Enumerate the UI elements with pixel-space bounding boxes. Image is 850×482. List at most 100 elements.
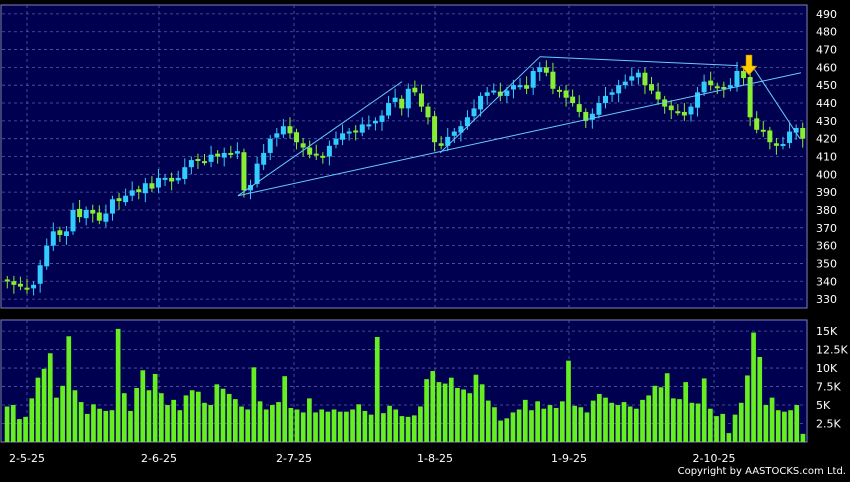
candle-body: [109, 199, 115, 214]
candle-body: [254, 163, 260, 184]
candle-body: [695, 92, 701, 108]
trendlines: [237, 56, 802, 197]
candle-body: [721, 86, 727, 89]
candle-body: [760, 129, 766, 132]
volume-bar: [738, 402, 744, 442]
candle-body: [221, 152, 227, 158]
volume-bar: [10, 405, 16, 442]
volume-bar: [578, 407, 584, 442]
volume-bar: [757, 356, 763, 442]
volume-bar: [634, 408, 639, 442]
x-tick-label: 2-10-25: [693, 452, 736, 465]
volume-bar: [387, 405, 392, 442]
candle-body: [504, 90, 510, 96]
trendline: [539, 56, 739, 67]
volume-bar: [430, 371, 436, 442]
volume-bar: [405, 416, 411, 442]
candle-body: [681, 111, 687, 116]
candle-body: [280, 126, 286, 135]
candle-body: [169, 177, 175, 182]
volume-bar: [350, 409, 355, 442]
volume-y-axis: 15K 12.5K 10K 7.5K 5K 2.5K: [816, 325, 848, 430]
candle-body: [392, 97, 398, 102]
down-arrow-icon: [740, 54, 758, 76]
candle-body: [773, 143, 779, 146]
candle-body: [359, 124, 365, 133]
price-tick-label: 440: [816, 97, 837, 110]
volume-bar: [671, 398, 676, 442]
volume-bar: [652, 385, 658, 442]
candle-body: [754, 118, 760, 130]
price-tick-label: 470: [816, 44, 837, 57]
volume-bar: [436, 382, 442, 442]
volume-bar: [455, 388, 460, 442]
trendline: [751, 65, 801, 139]
candle-body: [248, 185, 254, 191]
volume-bar: [621, 402, 627, 442]
volume-bar: [17, 419, 22, 442]
volume-bar: [516, 409, 522, 442]
volume-bar: [72, 390, 78, 442]
volume-bar: [627, 406, 633, 442]
volume-bar: [769, 397, 775, 442]
candle-body: [50, 231, 56, 246]
candle-body: [800, 127, 806, 139]
volume-bar: [529, 410, 534, 442]
volume-bar: [547, 405, 553, 442]
candle-body: [576, 104, 582, 112]
volume-bar: [467, 393, 473, 442]
volume-bar: [29, 398, 35, 442]
volume-bar: [701, 378, 707, 442]
candle-body: [44, 245, 50, 267]
candle-body: [451, 131, 457, 136]
volume-bar: [325, 411, 331, 442]
price-tick-label: 380: [816, 204, 837, 217]
volume-bar: [362, 410, 368, 442]
candle-body: [780, 144, 786, 147]
volume-bar: [337, 411, 343, 442]
candle-body: [202, 161, 207, 164]
price-tick-label: 360: [816, 240, 837, 253]
volume-bar: [399, 416, 405, 442]
volume-bar: [202, 402, 207, 442]
candle-body: [445, 136, 451, 146]
candle-body: [478, 95, 484, 110]
candle-body: [642, 72, 648, 86]
volume-bar: [276, 402, 281, 442]
candle-body: [418, 93, 424, 107]
candle-body: [570, 96, 576, 104]
candle-body: [37, 265, 43, 284]
candle-body: [182, 167, 188, 179]
x-axis: 2-5-25 2-6-25 2-7-25 1-8-25 1-9-25 2-10-25: [9, 452, 735, 465]
candle-body: [510, 85, 516, 90]
volume-tick-label: 7.5K: [816, 381, 841, 394]
volume-bar: [78, 402, 84, 442]
candle-body: [261, 152, 267, 165]
candle-body: [484, 92, 490, 96]
candle-body: [464, 117, 470, 127]
candle-body: [142, 183, 148, 194]
candle-body: [622, 81, 628, 86]
volume-bar: [103, 410, 109, 442]
volume-bar: [572, 405, 577, 442]
volume-bar: [146, 390, 152, 442]
volume-bar: [479, 384, 485, 442]
volume-bar: [726, 433, 732, 442]
volume-bar: [485, 400, 491, 442]
price-tick-label: 460: [816, 61, 837, 74]
volume-bar: [60, 385, 65, 442]
volume-tick-label: 2.5K: [816, 418, 841, 431]
candle-body: [530, 70, 536, 88]
volume-bar: [590, 400, 596, 442]
volume-bar: [344, 411, 349, 442]
price-tick-label: 430: [816, 115, 837, 128]
volume-bar: [109, 410, 115, 442]
volume-bar: [368, 414, 374, 442]
volume-bar: [189, 390, 195, 442]
candle-body: [405, 88, 411, 109]
volume-bars: [4, 328, 806, 442]
candle-body: [649, 84, 655, 91]
x-tick-label: 2-6-25: [141, 452, 177, 465]
candle-body: [70, 209, 76, 232]
volume-bar: [658, 387, 664, 442]
